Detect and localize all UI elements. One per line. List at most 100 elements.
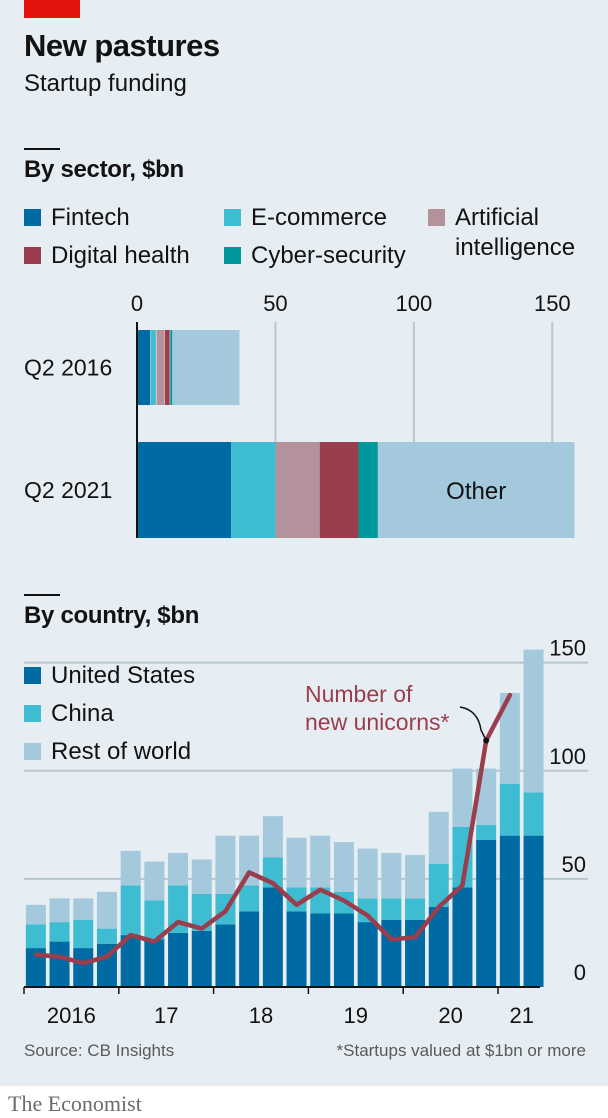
bar-2016-q2-china xyxy=(49,922,70,942)
section-rule-sector xyxy=(24,148,60,150)
footnote: *Startups valued at $1bn or more xyxy=(336,1041,586,1060)
bar-2019-q1-united-states xyxy=(310,913,331,987)
legend-label-ai: Artificial intelligence xyxy=(455,204,576,261)
legend-swatch-ecommerce xyxy=(224,209,241,226)
legend-label-fintech: Fintech xyxy=(51,204,130,231)
legend-label-ecommerce: E-commerce xyxy=(251,204,388,231)
annotation-other: Other xyxy=(446,478,506,505)
bar-2019-q2-rest-of-world xyxy=(333,842,354,892)
y-tick-label-100: 100 xyxy=(549,744,586,769)
bar-2017-q4-china xyxy=(191,894,212,931)
legend-item-fintech: Fintech xyxy=(24,203,130,233)
bar-q2-2021-fintech xyxy=(137,442,232,538)
bar-2017-q2-rest-of-world xyxy=(144,861,165,901)
x-tick-label-50: 50 xyxy=(263,291,287,316)
sector-chart-title: By sector, $bn xyxy=(24,156,184,183)
x-tick-label-19: 19 xyxy=(344,1003,368,1028)
bar-q2-2016-cyber-security xyxy=(170,330,173,405)
x-tick-label-0: 0 xyxy=(131,291,143,316)
page-subtitle: Startup funding xyxy=(24,70,187,97)
bar-2018-q2-china xyxy=(239,885,260,912)
bar-2018-q1-rest-of-world xyxy=(215,835,236,895)
x-tick-label-2016: 2016 xyxy=(47,1003,96,1028)
bar-2021-q1-united-states xyxy=(499,835,520,987)
bar-2016-q4-rest-of-world xyxy=(96,891,117,929)
page-title: New pastures xyxy=(24,28,220,63)
country-bar-chart: 0 50 100 150 2016 17 18 19 20 21 Number of new unic… xyxy=(23,636,588,1028)
bar-2017-q3-rest-of-world xyxy=(168,852,189,886)
line-new-unicorns xyxy=(33,692,513,966)
bar-2020-q1-rest-of-world xyxy=(405,855,426,899)
line-label-leader-dot xyxy=(483,737,490,744)
y-tick-label-50: 50 xyxy=(562,852,586,877)
legend-swatch-rest-of-world xyxy=(24,743,41,760)
bar-2018-q4-rest-of-world xyxy=(286,837,307,888)
country-chart-title: By country, $bn xyxy=(24,602,200,629)
bar-2017-q2-united-states xyxy=(144,939,165,987)
bar-2020-q4-united-states xyxy=(476,839,497,987)
bar-2017-q1-rest-of-world xyxy=(120,850,141,886)
bar-2018-q2-united-states xyxy=(239,911,260,987)
legend-item-cyber-security: Cyber-security xyxy=(224,241,406,271)
bar-2018-q1-united-states xyxy=(215,924,236,987)
bar-q2-2021-cyber-security xyxy=(358,442,378,538)
bar-2018-q3-rest-of-world xyxy=(262,816,283,858)
bar-2020-q2-rest-of-world xyxy=(428,811,449,864)
legend-label-rest-of-world: Rest of world xyxy=(51,738,192,765)
bar-2019-q2-united-states xyxy=(333,913,354,987)
x-tick-label-17: 17 xyxy=(154,1003,178,1028)
bar-2020-q3-united-states xyxy=(452,887,473,987)
bar-2016-q3-china xyxy=(73,919,94,949)
bar-2021-q2-rest-of-world xyxy=(523,649,544,793)
x-tick-label-150: 150 xyxy=(534,291,571,316)
bar-2017-q3-china xyxy=(168,885,189,933)
bar-2019-q3-united-states xyxy=(357,922,378,987)
legend-item-rest-of-world: Rest of world xyxy=(24,737,191,767)
bar-2020-q4-china xyxy=(476,824,497,840)
bar-2016-q2-rest-of-world xyxy=(49,898,70,923)
y-tick-label-150: 150 xyxy=(549,636,586,661)
bar-2019-q4-rest-of-world xyxy=(381,852,402,899)
bar-q2-2016-digital-health xyxy=(164,330,171,405)
y-tick-label-0: 0 xyxy=(574,960,586,985)
bar-2016-q2-united-states xyxy=(49,941,70,987)
bar-q2-2016-fintech xyxy=(137,330,151,405)
x-tick-label-20: 20 xyxy=(438,1003,462,1028)
x-tick-label-100: 100 xyxy=(396,291,433,316)
bar-2018-q4-united-states xyxy=(286,911,307,987)
legend-item-digital-health: Digital health xyxy=(24,241,190,271)
sector-bar-chart: 0 50 100 150 Q2 2016 Q2 2021 Other xyxy=(24,291,575,538)
legend-item-ai: Artificial intelligence xyxy=(428,203,588,263)
legend-swatch-china xyxy=(24,705,41,722)
line-label-leader xyxy=(459,706,486,739)
bar-2017-q1-china xyxy=(120,885,141,936)
bar-2017-q1-united-states xyxy=(120,935,141,987)
bar-2017-q4-united-states xyxy=(191,930,212,987)
bar-q2-2016-e-commerce xyxy=(150,330,157,405)
legend-item-ecommerce: E-commerce xyxy=(224,203,387,233)
legend-label-digital-health: Digital health xyxy=(51,242,190,269)
publisher-logo: The Economist xyxy=(8,1091,142,1116)
bar-2019-q4-china xyxy=(381,898,402,920)
bar-2021-q1-china xyxy=(499,783,520,836)
bar-2019-q1-rest-of-world xyxy=(310,835,331,888)
section-rule-country xyxy=(24,594,60,596)
x-tick-label-18: 18 xyxy=(249,1003,273,1028)
legend-label-united-states: United States xyxy=(51,662,196,689)
bar-2016-q3-rest-of-world xyxy=(73,898,94,920)
bar-2021-q1-rest-of-world xyxy=(499,692,520,784)
bar-2016-q1-china xyxy=(25,924,46,949)
category-label-q2-2016: Q2 2016 xyxy=(24,355,112,381)
bar-q2-2021-other xyxy=(377,442,575,538)
legend-item-united-states: United States xyxy=(24,661,195,691)
legend-item-china: China xyxy=(24,699,114,729)
bar-2020-q2-united-states xyxy=(428,906,449,987)
legend-swatch-digital-health xyxy=(24,247,41,264)
bar-2017-q3-united-states xyxy=(168,932,189,987)
x-tick-label-21: 21 xyxy=(509,1003,533,1028)
bar-q2-2016-artificial-intelligence xyxy=(156,330,165,405)
bar-2021-q2-china xyxy=(523,792,544,836)
legend-label-china: China xyxy=(51,700,114,727)
bar-2018-q4-china xyxy=(286,887,307,912)
legend-swatch-fintech xyxy=(24,209,41,226)
